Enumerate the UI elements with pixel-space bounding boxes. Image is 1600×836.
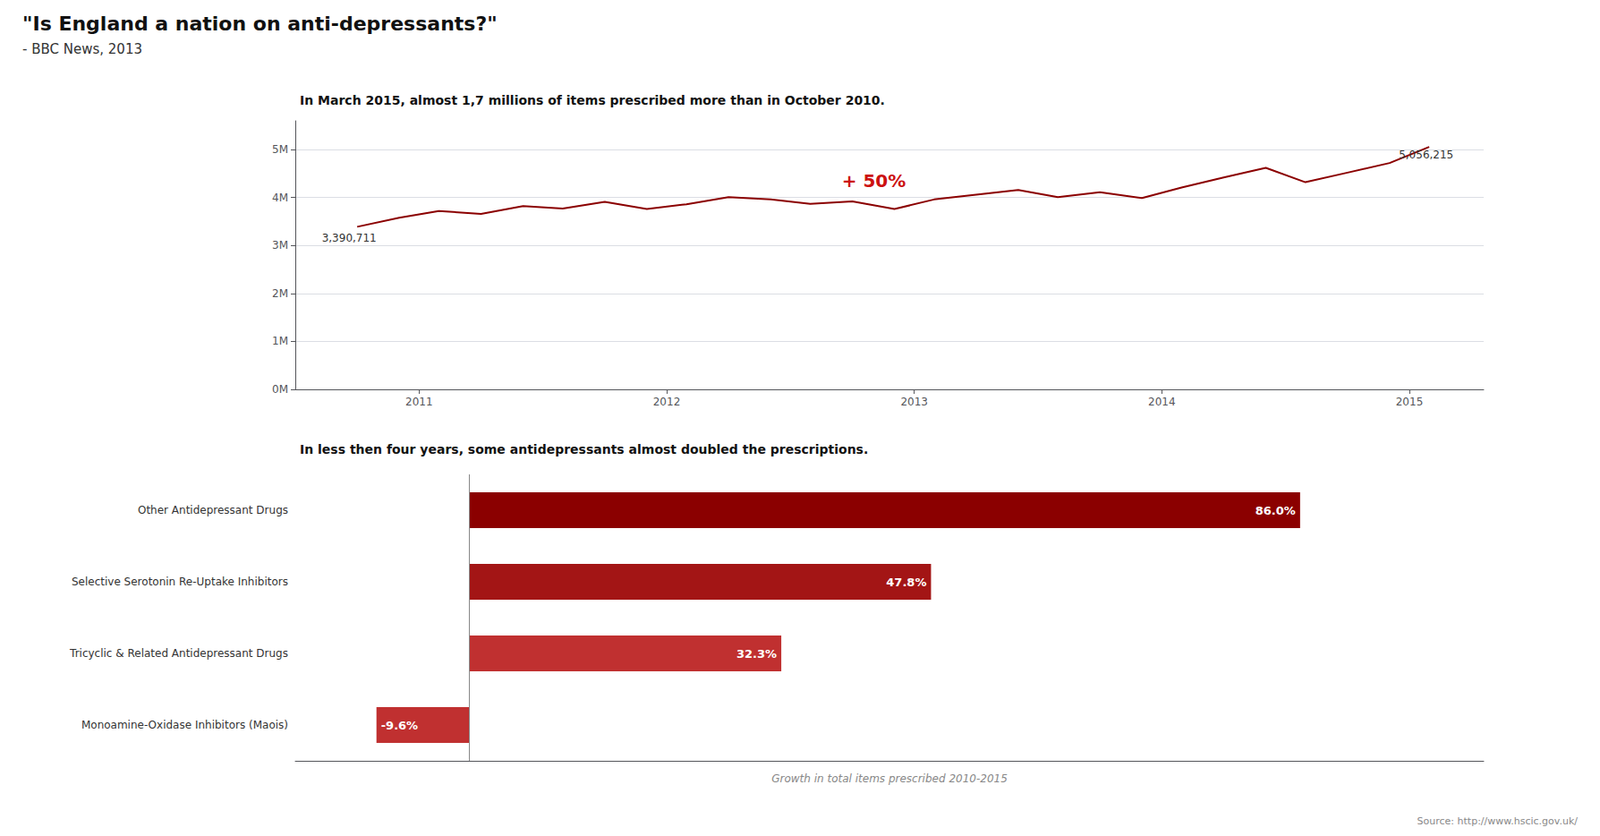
svg-text:3,390,711: 3,390,711 [322,231,377,245]
svg-text:3M: 3M [272,238,289,252]
svg-text:4M: 4M [272,191,289,205]
svg-text:In March 2015, almost 1,7 mill: In March 2015, almost 1,7 millions of it… [299,93,886,108]
svg-text:5,056,215: 5,056,215 [1398,148,1454,162]
svg-text:2013: 2013 [900,395,928,409]
svg-text:- BBC News, 2013: - BBC News, 2013 [22,41,143,58]
svg-text:2M: 2M [272,287,289,300]
svg-text:2011: 2011 [405,395,434,409]
svg-text:2014: 2014 [1148,395,1176,409]
svg-text:32.3%: 32.3% [736,646,777,661]
svg-text:1M: 1M [272,334,289,348]
svg-text:"Is England a nation on anti-d: "Is England a nation on anti-depressants… [22,12,498,35]
svg-text:Other Antidepressant Drugs: Other Antidepressant Drugs [137,503,289,517]
svg-text:86.0%: 86.0% [1255,503,1296,518]
svg-text:Monoamine-Oxidase Inhibitors (: Monoamine-Oxidase Inhibitors (Maois) [81,718,289,732]
svg-text:-9.6%: -9.6% [381,718,418,732]
svg-text:5M: 5M [272,143,289,156]
svg-text:Selective Serotonin Re-Uptake: Selective Serotonin Re-Uptake Inhibitors [71,575,289,588]
svg-text:Source: http://www.hscic.gov.u: Source: http://www.hscic.gov.uk/ [1417,815,1579,827]
svg-text:0M: 0M [272,382,289,396]
svg-text:+ 50%: + 50% [842,170,907,192]
svg-text:2012: 2012 [653,395,681,409]
svg-text:In less then four years, some: In less then four years, some antidepres… [299,442,869,457]
svg-text:Tricyclic & Related Antidepres: Tricyclic & Related Antidepressant Drugs [68,646,289,660]
svg-text:Growth in total items prescrib: Growth in total items prescribed 2010-20… [771,772,1008,785]
svg-text:2015: 2015 [1395,395,1424,409]
svg-text:47.8%: 47.8% [885,575,927,589]
